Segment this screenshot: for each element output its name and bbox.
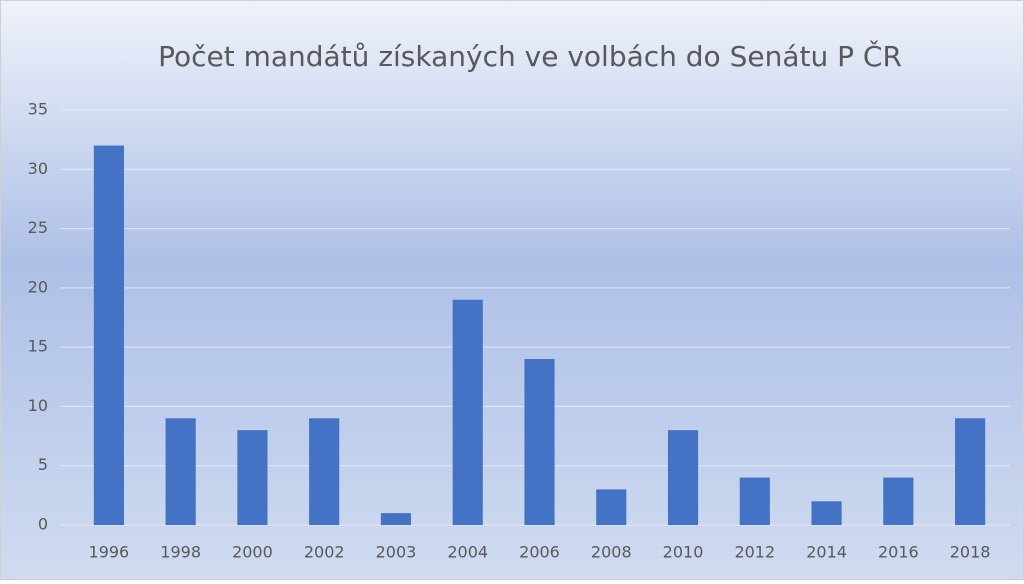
bar <box>524 359 555 525</box>
x-tick-label: 1996 <box>89 543 130 562</box>
y-tick-label: 35 <box>28 100 48 119</box>
bar <box>237 430 268 525</box>
bar <box>165 418 196 525</box>
bar <box>667 430 699 525</box>
x-tick-label: 1998 <box>160 543 201 562</box>
chart-title: Počet mandátů získaných ve volbách do Se… <box>158 39 902 73</box>
x-tick-label: 2006 <box>519 543 560 562</box>
bar <box>955 418 986 525</box>
y-tick-label: 10 <box>28 396 48 415</box>
y-tick-label: 0 <box>38 515 48 534</box>
bar <box>596 489 627 525</box>
bar <box>309 418 340 525</box>
x-tick-label: 2012 <box>734 543 775 562</box>
y-tick-label: 5 <box>38 455 48 474</box>
x-tick-label: 2016 <box>878 543 919 562</box>
x-tick-label: 2008 <box>591 543 632 562</box>
x-tick-label: 2010 <box>663 543 704 562</box>
bar <box>380 513 412 525</box>
x-tick-label: 2002 <box>304 543 345 562</box>
bar <box>883 477 914 525</box>
y-tick-label: 20 <box>28 277 48 296</box>
y-tick-label: 30 <box>28 159 48 178</box>
bar <box>93 145 124 526</box>
bar <box>811 501 842 525</box>
x-tick-label: 2003 <box>376 543 417 562</box>
x-tick-label: 2000 <box>232 543 273 562</box>
x-tick-label: 2014 <box>806 543 847 562</box>
y-tick-label: 15 <box>28 337 48 356</box>
y-tick-label: 25 <box>28 218 48 237</box>
bar <box>739 477 770 525</box>
x-tick-label: 2004 <box>447 543 488 562</box>
x-tick-label: 2018 <box>950 543 991 562</box>
bar <box>452 299 483 525</box>
